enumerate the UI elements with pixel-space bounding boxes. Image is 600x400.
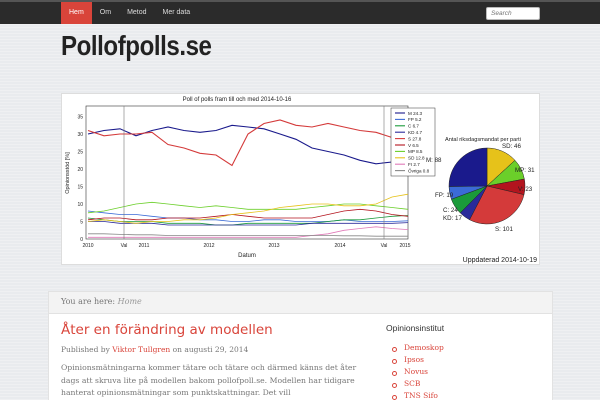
sidebar-item-novus[interactable]: Novus [392, 366, 444, 378]
y-tick-label: 30 [77, 132, 83, 138]
post-title[interactable]: Åter en förändring av modellen [61, 322, 273, 338]
breadcrumb-home-link[interactable]: Home [117, 297, 142, 306]
line-series [88, 233, 408, 237]
nav-item-om[interactable]: Om [99, 9, 112, 16]
post-excerpt: Opinionsmätningarna kommer tätare och tä… [61, 363, 357, 397]
legend-entry: Övriga 0.8 [408, 167, 430, 173]
legend-entry: FI 2.7 [408, 162, 420, 167]
post-author-link[interactable]: Viktor Tullgren [112, 345, 171, 354]
pie-chart: SD: 46 MP: 31 V: 23 S: 101 KD: 17C: 24 FP: 19… [426, 143, 535, 233]
pie-chart-title: Antal riksdagsmandat per parti [445, 137, 521, 143]
x-tick-label: 2011 [139, 243, 150, 249]
line-series [88, 221, 409, 226]
pie-slice [448, 147, 488, 187]
updated-label: Uppdaterad 2014-10-19 [463, 257, 537, 264]
post-meta-prefix: Published by [61, 345, 110, 354]
x-tick-label: 2013 [268, 243, 279, 249]
line-chart-title: Poll of polls fram till och med 2014-10-… [183, 97, 292, 103]
y-axis-label: Opinionsstöd [%] [65, 152, 71, 194]
sidebar-list: Demoskop Ipsos Novus SCB TNS Sifo [392, 342, 444, 400]
sidebar-item-ipsos[interactable]: Ipsos [392, 354, 444, 366]
y-tick-label: 5 [80, 220, 83, 226]
main-nav: Hem Om Metod Mer data [61, 2, 198, 24]
y-axis-ticks: 0 5 10 15 20 25 30 35 [77, 115, 83, 244]
top-navigation-bar: Hem Om Metod Mer data [0, 0, 600, 24]
x-tick-label: 2010 [82, 243, 93, 249]
line-chart-series [87, 119, 409, 238]
y-tick-label: 15 [77, 185, 83, 191]
line-chart-legend: M 24.3FP 5.2 C 6.7KD 4.7S 27.8 V 6.5MP 8.5… [395, 111, 430, 173]
x-tick-label: 2015 [399, 243, 410, 249]
line-series [87, 210, 409, 222]
post-date: on augusti 29, 2014 [172, 345, 249, 354]
y-tick-label: 20 [77, 167, 83, 173]
post-meta: Published by Viktor Tullgren on augusti … [61, 345, 248, 354]
y-tick-label: 10 [77, 202, 83, 208]
sidebar-item-demoskop[interactable]: Demoskop [392, 342, 444, 354]
legend-entry: M 24.3 [408, 111, 422, 116]
pie-slice-label: M: 88 [426, 157, 442, 164]
sidebar-item-tns-sifo[interactable]: TNS Sifo [392, 390, 444, 400]
pie-slice-label: SD: 46 [502, 143, 521, 150]
x-tick-label: Val [381, 243, 388, 249]
y-tick-label: 35 [77, 115, 83, 121]
line-series [87, 193, 409, 224]
x-axis-ticks: 2010 Val 2011 2012 2013 2014 Val 2015 [82, 243, 410, 249]
pie-slice-label: V: 23 [518, 186, 533, 193]
line-series [87, 119, 409, 167]
legend-entry: S 27.8 [408, 136, 422, 141]
line-chart-plot-area [85, 105, 409, 240]
line-series [87, 215, 409, 226]
pie-slice-label: KD: 17 [443, 215, 462, 222]
x-tick-label: 2014 [334, 243, 345, 249]
line-series [87, 201, 409, 214]
poll-banner-chart: Poll of polls fram till och med 2014-10-… [65, 97, 537, 264]
search-input[interactable] [486, 7, 540, 20]
line-series [87, 208, 409, 221]
legend-entry: SD 12.8 [408, 156, 425, 161]
line-series [87, 124, 409, 165]
breadcrumb: You are here: Home [48, 291, 553, 315]
legend-entry: FP 5.2 [408, 117, 422, 122]
y-tick-label: 0 [80, 237, 83, 243]
sidebar-item-scb[interactable]: SCB [392, 378, 444, 390]
legend-entry: KD 4.7 [408, 130, 422, 135]
legend-entry: C 6.7 [408, 124, 419, 129]
pie-slice-label: S: 101 [495, 226, 513, 233]
legend-entry: V 6.5 [408, 143, 419, 148]
pie-slice-label: C: 24 [443, 207, 458, 214]
line-series [88, 226, 409, 238]
site-title[interactable]: Pollofpolls.se [61, 30, 212, 61]
pie-slice-label: MP: 31 [515, 167, 535, 174]
pie-slice [469, 185, 525, 225]
sidebar-title: Opinionsinstitut [386, 323, 445, 333]
main-content: Åter en förändring av modellen Published… [48, 313, 553, 400]
y-tick-label: 25 [77, 150, 83, 156]
pie-slice-label: FP: 19 [435, 192, 454, 199]
nav-item-mer-data[interactable]: Mer data [162, 9, 191, 16]
breadcrumb-prefix: You are here: [61, 297, 116, 306]
legend-entry: MP 8.5 [408, 149, 423, 154]
x-axis-label: Datum [238, 253, 256, 259]
x-tick-label: 2012 [203, 243, 214, 249]
nav-item-metod[interactable]: Metod [127, 9, 147, 16]
x-tick-label: Val [121, 243, 128, 249]
poll-banner: Poll of polls fram till och med 2014-10-… [61, 93, 540, 265]
nav-item-hem[interactable]: Hem [61, 2, 92, 24]
